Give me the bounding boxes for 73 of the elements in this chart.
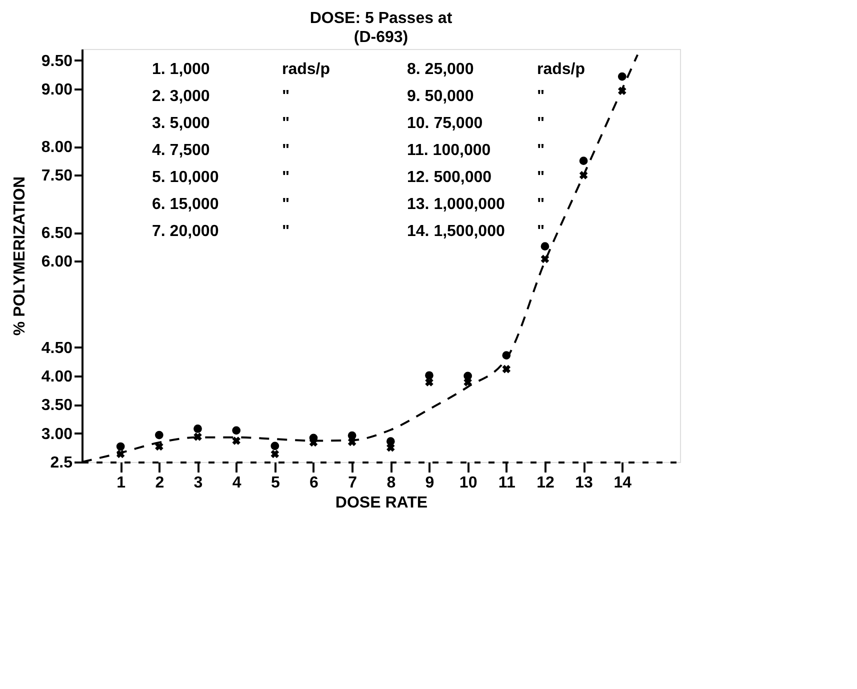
annotation: " (537, 223, 545, 240)
annotation: " (537, 142, 545, 159)
point (386, 444, 395, 452)
y-tick-label: 8.00 (41, 139, 73, 156)
point (116, 442, 125, 451)
y-tick-label: 7.50 (41, 168, 73, 185)
x-axis-title: DOSE RATE (335, 494, 428, 512)
annotation: " (537, 196, 545, 213)
annotation: " (282, 223, 290, 240)
annotation: " (282, 88, 290, 105)
annotation: 2. 3,000 (152, 88, 210, 105)
x-tick-label: 7 (348, 474, 358, 492)
x-tick-label: 3 (194, 474, 203, 492)
annotation: 4. 7,500 (152, 142, 210, 159)
point (154, 430, 164, 440)
annotation: 13. 1,000,000 (407, 196, 505, 213)
chart-title: DOSE: 5 Passes at (310, 10, 453, 27)
point (464, 372, 472, 380)
annotation: " (282, 169, 290, 186)
annotation: 10. 75,000 (407, 115, 483, 132)
annotation: " (282, 142, 290, 159)
point (540, 242, 550, 250)
y-tick-label: 4.00 (41, 368, 73, 386)
y-tick-label: 4.50 (41, 340, 73, 357)
point (270, 450, 280, 458)
annotation: 12. 500,000 (407, 169, 492, 186)
y-tick-label: 6.50 (41, 225, 73, 242)
y-tick-label: 9.00 (41, 82, 73, 99)
annotation: rads/p (537, 61, 586, 78)
y-axis-title: % POLYMERIZATION (11, 176, 28, 336)
x-tick-label: 10 (459, 474, 478, 492)
chart-subtitle: (D-693) (354, 29, 408, 46)
annotation: 1. 1,000 (152, 61, 210, 78)
point (232, 426, 241, 435)
y-tick-label: 3.00 (41, 426, 73, 443)
y-tick-label: 6.00 (41, 254, 73, 271)
annotation: 8. 25,000 (407, 61, 474, 78)
point (425, 378, 434, 386)
point (425, 371, 434, 380)
x-tick-label: 6 (310, 474, 319, 492)
annotation: " (537, 115, 545, 132)
annotation: 7. 20,000 (152, 223, 219, 240)
x-tick-label: 5 (270, 474, 280, 492)
point (270, 442, 280, 450)
annotation: 9. 50,000 (407, 88, 474, 105)
point (155, 442, 164, 451)
annotation: " (537, 88, 545, 105)
y-tick-label: 3.50 (41, 397, 73, 414)
point (194, 424, 202, 433)
annotation: 6. 15,000 (152, 196, 219, 213)
x-tick-label: 9 (425, 474, 434, 492)
annotation: rads/p (282, 61, 330, 78)
point (232, 436, 240, 445)
point (618, 72, 626, 81)
point (502, 364, 511, 374)
annotation: 5. 10,000 (152, 169, 219, 186)
x-tick-label: 8 (386, 474, 396, 492)
point (579, 156, 588, 166)
annotation: 3. 5,000 (152, 115, 210, 132)
annotation: 14. 1,500,000 (407, 223, 505, 240)
annotation: 11. 100,000 (407, 142, 491, 159)
x-tick-label: 12 (536, 474, 554, 492)
annotation: " (282, 196, 290, 213)
annotation: " (537, 169, 545, 186)
x-tick-label: 14 (614, 474, 632, 492)
x-tick-label: 11 (498, 474, 516, 492)
x-tick-label: 1 (116, 474, 126, 492)
x-tick-label: 2 (155, 474, 164, 492)
annotation: " (282, 115, 290, 132)
x-tick-label: 13 (575, 474, 594, 492)
x-tick-label: 4 (232, 474, 242, 492)
y-tick-label: 9.50 (41, 52, 73, 70)
y-tick-label: 2.5 (50, 454, 73, 472)
